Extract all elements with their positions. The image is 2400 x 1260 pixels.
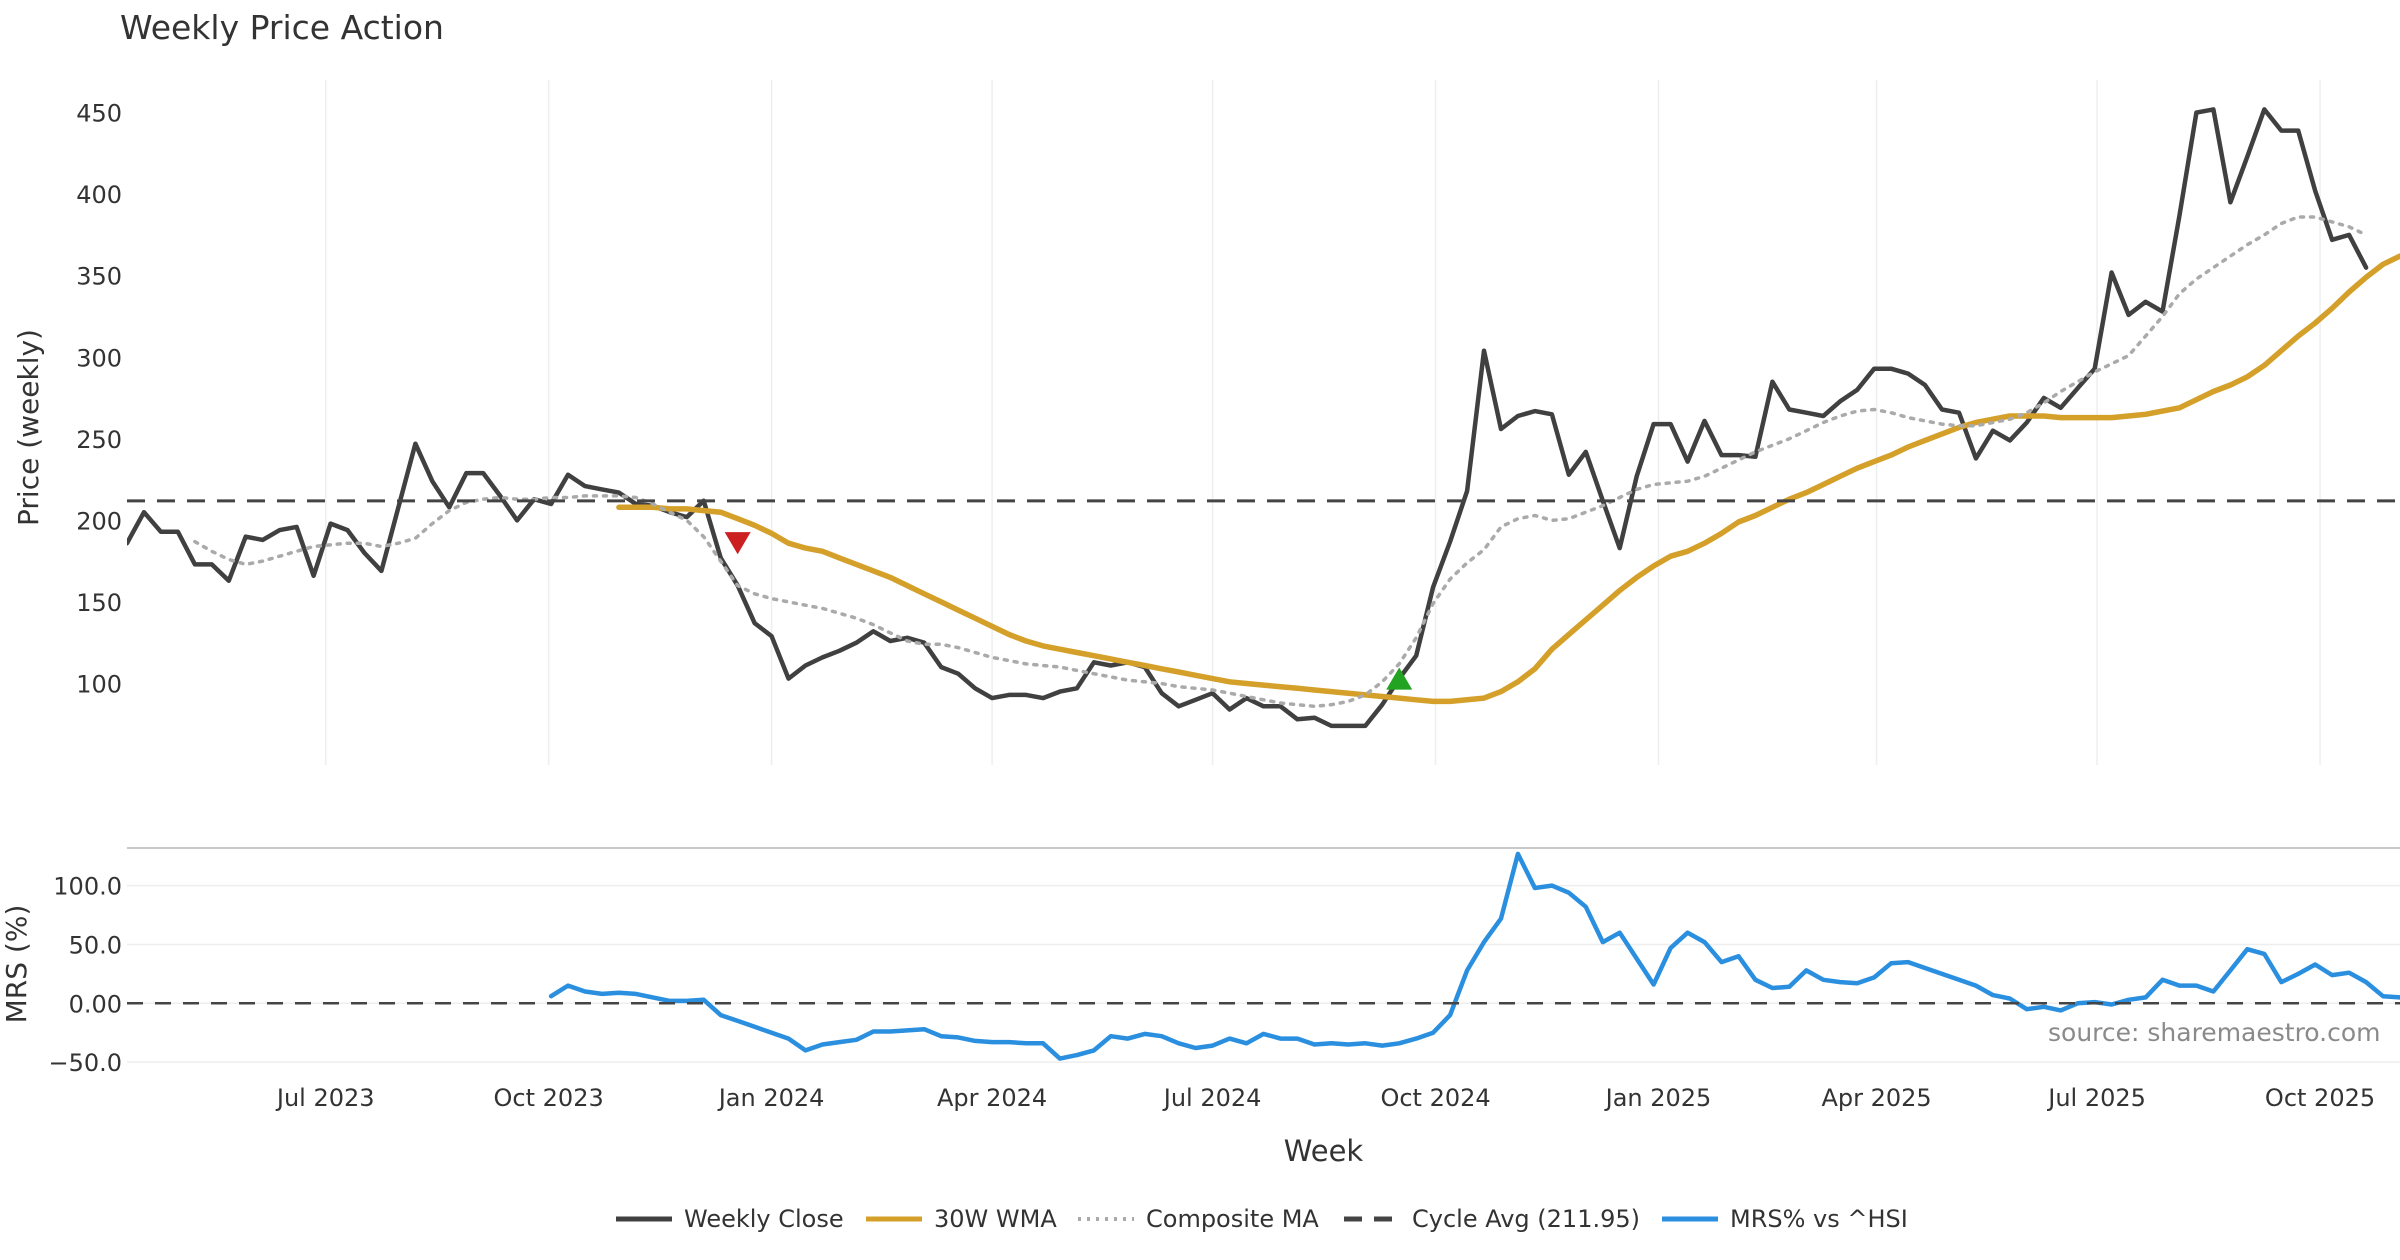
series-weekly-close xyxy=(127,107,2369,729)
legend-swatch xyxy=(1662,1216,1718,1222)
legend-label: 30W WMA xyxy=(934,1205,1057,1233)
x-tick-label-jan-2024: Jan 2024 xyxy=(717,1084,825,1112)
price-ytick-label: 300 xyxy=(76,344,122,372)
buy-signal-marker xyxy=(1386,667,1413,690)
legend-item-mrs-vs-hsi: MRS% vs ^HSI xyxy=(1660,1202,1908,1236)
price-ytick-label: 350 xyxy=(76,263,122,291)
series-composite-ma xyxy=(193,215,2368,709)
legend-swatch xyxy=(866,1216,922,1222)
legend-label: MRS% vs ^HSI xyxy=(1730,1205,1908,1233)
price-ytick-label: 400 xyxy=(76,181,122,209)
x-tick-label-apr-2025: Apr 2025 xyxy=(1821,1084,1931,1112)
price-ytick-label: 100 xyxy=(76,670,122,698)
sell-signal-marker xyxy=(724,532,751,555)
price-series-group xyxy=(127,107,2400,729)
source-note: source: sharemaestro.com xyxy=(2048,1018,2381,1047)
legend-item-30w-wma: 30W WMA xyxy=(864,1202,1057,1236)
x-tick-label-apr-2024: Apr 2024 xyxy=(937,1084,1047,1112)
legend-swatch xyxy=(616,1216,672,1222)
legend-item-weekly-close: Weekly Close xyxy=(614,1202,844,1236)
legend-swatch xyxy=(1078,1217,1134,1221)
mrs-series-group xyxy=(127,851,2400,1061)
mrs-ytick-label: 100.0 xyxy=(53,873,122,901)
x-tick-label-oct-2025: Oct 2025 xyxy=(2265,1084,2375,1112)
price-ytick-label: 200 xyxy=(76,507,122,535)
mrs-ytick-label: 0.00 xyxy=(69,990,122,1018)
price-ylabel: Price (weekly) xyxy=(12,329,45,526)
legend-swatch xyxy=(1344,1216,1400,1222)
mrs-ylabel: MRS (%) xyxy=(0,905,33,1024)
legend-label: Composite MA xyxy=(1146,1205,1319,1233)
x-tick-label-jul-2024: Jul 2024 xyxy=(1162,1084,1262,1112)
x-axis: Jul 2023 Oct 2023 Jan 2024 Apr 2024 Jul 2024… xyxy=(275,1084,2375,1168)
chart-title: Weekly Price Action xyxy=(120,8,444,47)
x-tick-label-jul-2023: Jul 2023 xyxy=(275,1084,375,1112)
legend: Weekly Close 30W WMA Composite MA Cycle Avg… xyxy=(0,1198,2400,1258)
price-ytick-label: 450 xyxy=(76,100,122,128)
price-ytick-label: 150 xyxy=(76,589,122,617)
price-ytick-label: 250 xyxy=(76,426,122,454)
legend-label: Cycle Avg (211.95) xyxy=(1412,1205,1640,1233)
series-mrs-vs-hsi xyxy=(548,851,2400,1061)
price-panel: 100 150 200 250 300 350 400 450 Price (weekly) xyxy=(12,80,2400,765)
mrs-ytick-label: 50.0 xyxy=(69,931,122,959)
legend-item-cycle-avg-211-95: Cycle Avg (211.95) xyxy=(1342,1202,1640,1236)
x-tick-label-oct-2024: Oct 2024 xyxy=(1380,1084,1490,1112)
legend-label: Weekly Close xyxy=(684,1205,844,1233)
mrs-ytick-label: −50.0 xyxy=(48,1049,122,1077)
mrs-panel: 100.0 50.0 0.00 −50.0 MRS (%) xyxy=(0,847,2400,1077)
x-tick-label-jan-2025: Jan 2025 xyxy=(1604,1084,1712,1112)
x-tick-label-jul-2025: Jul 2025 xyxy=(2046,1084,2146,1112)
x-tick-label-oct-2023: Oct 2023 xyxy=(494,1084,604,1112)
series-30w-wma xyxy=(616,253,2400,705)
legend-item-composite-ma: Composite MA xyxy=(1076,1202,1319,1236)
x-axis-label: Week xyxy=(1284,1134,1364,1168)
